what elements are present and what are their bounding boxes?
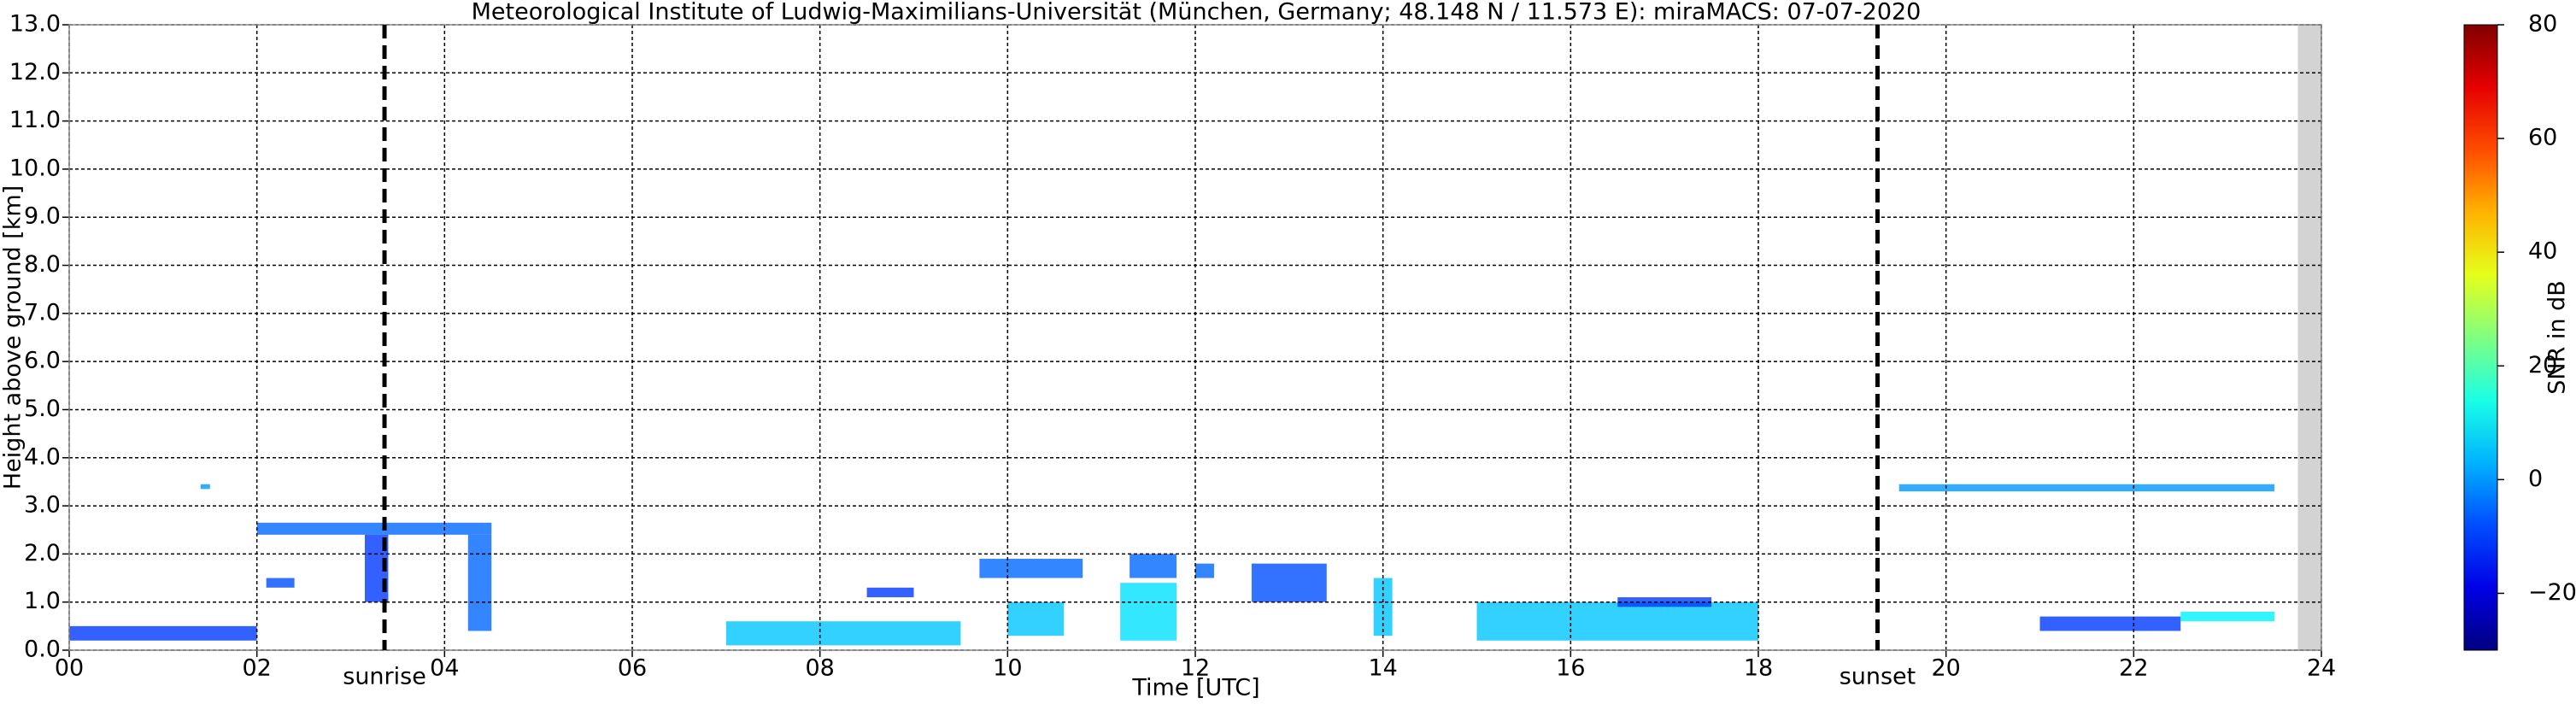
echo-patch [1007, 601, 1065, 637]
y-tick-label: 0.0 [24, 637, 61, 663]
colorbar-label: SNR in dB [2544, 280, 2571, 395]
colorbar [2463, 24, 2498, 651]
x-tick-label: 24 [2307, 655, 2336, 682]
y-tick-label: 12.0 [9, 59, 61, 85]
colorbar-tick-label: 0 [2528, 466, 2543, 492]
x-tick-label: 06 [618, 655, 647, 682]
echo-patch [1476, 601, 1758, 641]
y-axis-label: Height above ground [km] [0, 185, 26, 490]
echo-patch [2180, 611, 2275, 622]
echo-patch [1195, 563, 1214, 578]
x-tick-label: 22 [2119, 655, 2148, 682]
y-tick-label: 8.0 [24, 251, 61, 278]
echo-patch [979, 559, 1083, 578]
echo-patch [1251, 563, 1327, 602]
colorbar-tick-label: 80 [2528, 11, 2557, 38]
x-tick-label: 12 [1181, 655, 1210, 682]
colorbar-tick-label: 40 [2528, 238, 2557, 265]
y-tick-label: 6.0 [24, 348, 61, 374]
x-tick-label: 04 [430, 655, 459, 682]
echo-patch [2039, 616, 2181, 631]
echo-patch [1617, 597, 1712, 607]
echo-patch [1130, 554, 1177, 578]
x-tick-label: 00 [55, 655, 84, 682]
y-tick-label: 10.0 [9, 155, 61, 181]
y-tick-label: 3.0 [24, 492, 61, 519]
plot-frame [68, 24, 2322, 651]
no-data-region [2297, 25, 2321, 650]
y-tick-label: 11.0 [9, 107, 61, 133]
x-tick-label: 18 [1744, 655, 1773, 682]
echo-patch [866, 587, 914, 598]
echo-patch [1898, 484, 2275, 492]
chart-title: Meteorological Institute of Ludwig-Maxim… [472, 0, 1922, 26]
echo-patch [725, 621, 961, 646]
x-axis-label: Time [UTC] [1131, 675, 1259, 701]
y-tick-label: 5.0 [24, 396, 61, 422]
x-tick-label: 10 [993, 655, 1022, 682]
annotation-label: sunset [1840, 664, 1916, 690]
x-tick-label: 02 [242, 655, 271, 682]
colorbar-tick-label: 20 [2528, 352, 2557, 378]
echo-patch [69, 625, 257, 641]
y-tick-label: 1.0 [24, 588, 61, 614]
y-tick-label: 9.0 [24, 203, 61, 230]
colorbar-tick-label: −20 [2528, 579, 2576, 606]
echo-patch [200, 484, 210, 490]
x-tick-label: 20 [1931, 655, 1960, 682]
x-tick-label: 16 [1556, 655, 1585, 682]
y-tick-label: 2.0 [24, 540, 61, 566]
echo-patch [1120, 583, 1177, 641]
y-tick-label: 4.0 [24, 443, 61, 470]
annotation-label: sunrise [343, 664, 426, 690]
x-tick-label: 08 [805, 655, 834, 682]
colorbar-tick-label: 60 [2528, 125, 2557, 151]
x-tick-label: 14 [1368, 655, 1397, 682]
y-tick-label: 13.0 [9, 11, 61, 38]
echo-patch [256, 522, 492, 535]
echo-patch [467, 534, 492, 631]
y-tick-label: 7.0 [24, 299, 61, 326]
echo-patch [266, 578, 295, 588]
